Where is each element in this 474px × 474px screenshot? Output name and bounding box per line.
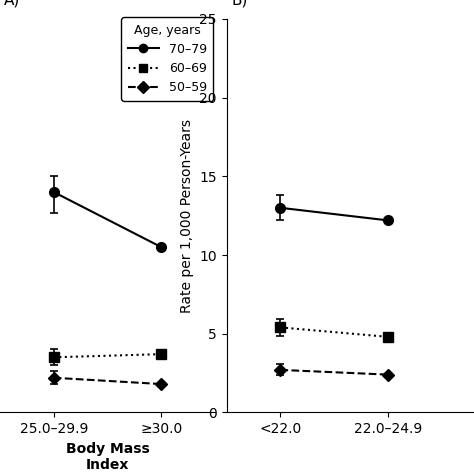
X-axis label: Body Mass
Index: Body Mass Index	[66, 442, 149, 472]
Y-axis label: Rate per 1,000 Person-Years: Rate per 1,000 Person-Years	[180, 118, 194, 313]
Text: A): A)	[4, 0, 20, 7]
Text: B): B)	[232, 0, 248, 7]
Legend: 70–79, 60–69, 50–59: 70–79, 60–69, 50–59	[121, 18, 213, 100]
